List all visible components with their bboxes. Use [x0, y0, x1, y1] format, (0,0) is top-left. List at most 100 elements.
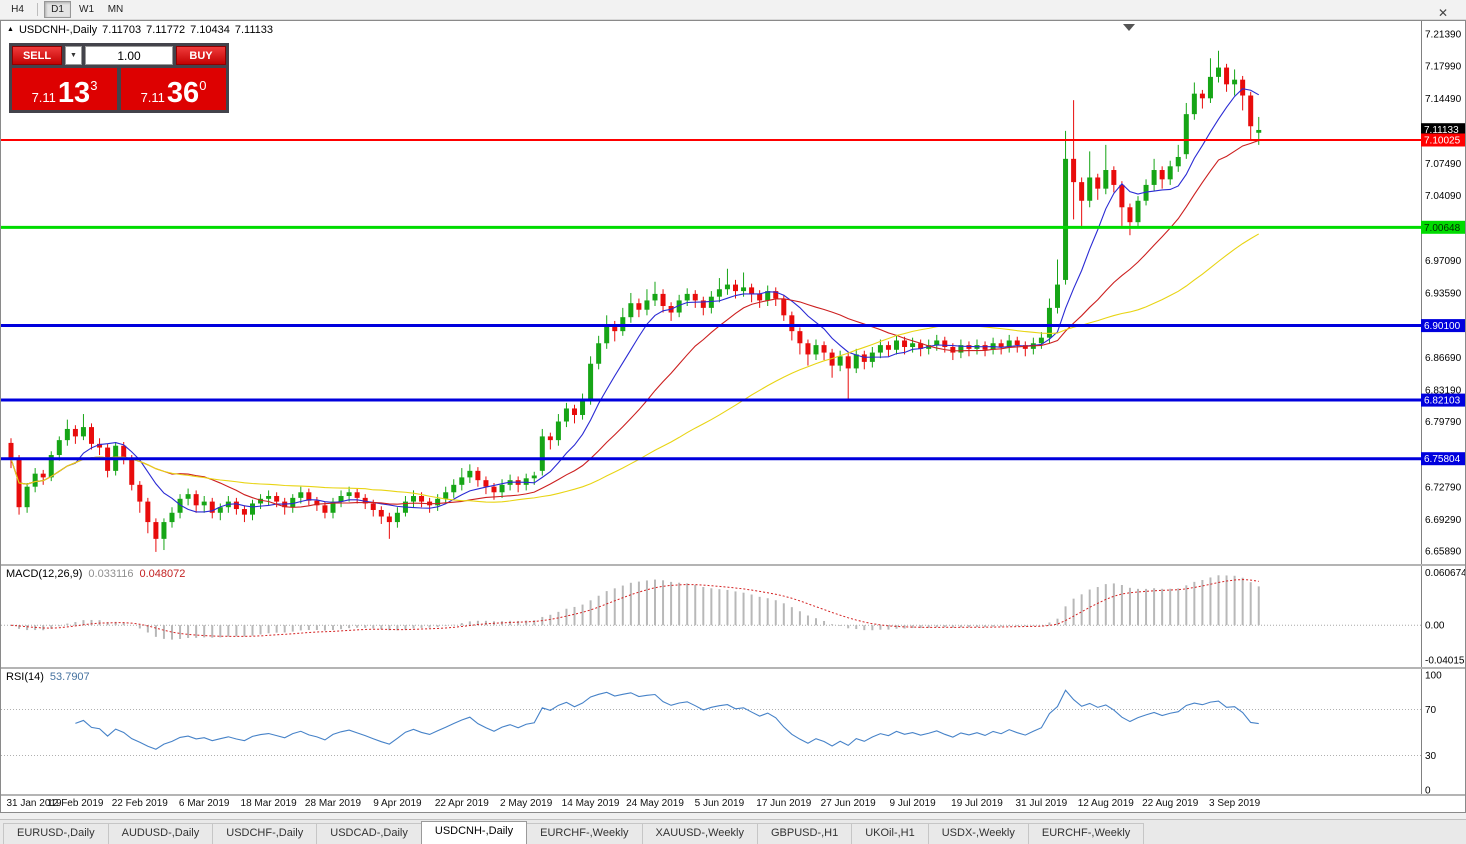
svg-text:0.060674: 0.060674: [1425, 568, 1465, 579]
timeframe-button-d1[interactable]: D1: [44, 1, 71, 18]
svg-text:7.11133: 7.11133: [1424, 125, 1459, 136]
bid-point: 3: [90, 78, 98, 93]
date-label: 9 Jul 2019: [889, 798, 936, 809]
date-label: 22 Feb 2019: [111, 798, 168, 809]
price-chart-canvas[interactable]: 7.21390 7.17990 7.14490 7.07490 7.04090 6.970…: [1, 21, 1465, 564]
svg-text:6.86690: 6.86690: [1425, 353, 1462, 364]
chart-tab-eurchf-weekly[interactable]: EURCHF-,Weekly: [526, 823, 643, 844]
svg-text:6.79790: 6.79790: [1425, 417, 1462, 428]
date-label: 12 Feb 2019: [47, 798, 104, 809]
price-axis-labels: 7.21390 7.17990 7.14490 7.07490 7.04090 6.970…: [1425, 30, 1462, 558]
date-axis[interactable]: 31 Jan 2019 12 Feb 2019 22 Feb 2019 6 Mar 2…: [1, 794, 1465, 812]
date-label: 31 Jan 2019: [6, 798, 62, 809]
date-label: 17 Jun 2019: [756, 798, 812, 809]
svg-text:6.93590: 6.93590: [1425, 289, 1462, 300]
buy-button[interactable]: BUY: [176, 46, 226, 65]
date-label: 27 Jun 2019: [820, 798, 876, 809]
toolbar-separator: [37, 3, 38, 16]
svg-text:0.00: 0.00: [1425, 621, 1445, 632]
svg-text:70: 70: [1425, 705, 1437, 716]
collapse-arrow-icon[interactable]: ▲: [7, 26, 14, 33]
chart-tab-audusd-daily[interactable]: AUDUSD-,Daily: [107, 823, 214, 844]
svg-text:6.82103: 6.82103: [1424, 396, 1461, 407]
ask-pips: 36: [166, 77, 200, 110]
ohlc-low: 7.10434: [190, 24, 230, 36]
date-label: 28 Mar 2019: [304, 798, 362, 809]
bid-price-button[interactable]: 7.11 13 3: [12, 68, 117, 110]
chart-tab-ukoil-h1[interactable]: UKOil-,H1: [851, 823, 929, 844]
chart-tab-usdcnh-daily[interactable]: USDCNH-,Daily: [420, 821, 528, 844]
bid-ask-row: 7.11 13 3 7.11 36 0: [12, 68, 226, 110]
chart-window: 7.21390 7.17990 7.14490 7.07490 7.04090 6.970…: [0, 20, 1466, 813]
date-label: 3 Sep 2019: [1209, 798, 1261, 809]
svg-text:6.72790: 6.72790: [1425, 482, 1462, 493]
svg-text:0: 0: [1425, 786, 1431, 795]
moving-averages-layer: [10, 88, 1260, 513]
date-label: 19 Jul 2019: [951, 798, 1003, 809]
ohlc-open: 7.11703: [102, 24, 142, 36]
date-label: 22 Apr 2019: [434, 798, 489, 809]
svg-text:6.75804: 6.75804: [1424, 454, 1461, 465]
ask-price-button[interactable]: 7.11 36 0: [121, 68, 226, 110]
chart-tab-eurusd-daily[interactable]: EURUSD-,Daily: [3, 823, 109, 844]
svg-text:-0.040152: -0.040152: [1425, 656, 1465, 667]
svg-text:6.97090: 6.97090: [1425, 256, 1462, 267]
macd-axis-labels: 0.060674 0.00 -0.040152: [1425, 568, 1465, 667]
timeframe-toolbar: H4 D1 W1 MN: [0, 0, 1466, 20]
rsi-axis-labels: 100 70 30 0: [1425, 671, 1442, 795]
svg-text:6.83190: 6.83190: [1425, 385, 1462, 396]
chart-tab-usdx-weekly[interactable]: USDX-,Weekly: [927, 823, 1029, 844]
ask-point: 0: [199, 78, 207, 93]
chart-title: ▲ USDCNH-,Daily 7.11703 7.11772 7.10434 …: [7, 24, 273, 36]
macd-pane: 0.060674 0.00 -0.040152 MACD(12,26,9) 0.03…: [1, 564, 1465, 667]
timeframe-button-group: H4 D1 W1 MN: [4, 1, 129, 18]
timeframe-button-w1[interactable]: W1: [73, 1, 100, 18]
macd-signal-value: 0.048072: [139, 568, 186, 580]
rsi-line: [75, 689, 1259, 750]
volume-dropdown-icon[interactable]: ▼: [65, 46, 82, 65]
date-label: 2 May 2019: [500, 798, 553, 809]
macd-label: MACD(12,26,9): [6, 568, 83, 580]
chart-symbol-label: USDCNH-,Daily: [18, 24, 98, 36]
chart-tab-eurchf-weekly[interactable]: EURCHF-,Weekly: [1027, 823, 1145, 844]
rsi-value: 53.7907: [49, 671, 90, 683]
svg-text:100: 100: [1425, 671, 1442, 682]
ohlc-close: 7.11133: [234, 24, 273, 36]
chart-tab-usdchf-daily[interactable]: USDCHF-,Daily: [212, 823, 318, 844]
date-label: 18 Mar 2019: [240, 798, 297, 809]
chart-tab-bar: EURUSD-,Daily AUDUSD-,Daily USDCHF-,Daily U…: [0, 819, 1466, 844]
chart-tab-gbpusd-h1[interactable]: GBPUSD-,H1: [756, 823, 853, 844]
rsi-chart-canvas[interactable]: 100 70 30 0: [1, 669, 1465, 794]
svg-text:6.69290: 6.69290: [1425, 515, 1462, 526]
date-label: 5 Jun 2019: [694, 798, 745, 809]
sell-button[interactable]: SELL: [12, 46, 62, 65]
svg-text:7.17990: 7.17990: [1425, 61, 1462, 72]
svg-text:7.04090: 7.04090: [1425, 191, 1462, 202]
date-label: 6 Mar 2019: [178, 798, 230, 809]
candles-layer: [8, 50, 1262, 552]
svg-text:30: 30: [1425, 751, 1437, 762]
trade-controls-row: SELL ▼ BUY: [12, 46, 226, 65]
bid-prefix: 7.11: [31, 90, 56, 105]
svg-text:7.07490: 7.07490: [1425, 159, 1462, 170]
rsi-pane: 100 70 30 0 RSI(14) 53.7907: [1, 667, 1465, 794]
bid-pips: 13: [57, 77, 91, 110]
timeframe-button-mn[interactable]: MN: [102, 1, 129, 18]
volume-input[interactable]: [85, 46, 173, 65]
svg-text:7.21390: 7.21390: [1425, 30, 1462, 41]
close-icon[interactable]: ✕: [1437, 6, 1448, 20]
macd-signal-line: [10, 579, 1259, 637]
chart-shift-marker: [1123, 24, 1135, 31]
svg-text:7.10025: 7.10025: [1424, 136, 1461, 147]
main-chart-pane: 7.21390 7.17990 7.14490 7.07490 7.04090 6.970…: [1, 21, 1465, 564]
date-label: 31 Jul 2019: [1015, 798, 1068, 809]
svg-text:6.90100: 6.90100: [1424, 321, 1461, 332]
timeframe-button-h4[interactable]: H4: [4, 1, 31, 18]
macd-chart-canvas[interactable]: 0.060674 0.00 -0.040152: [1, 566, 1465, 667]
chart-tab-usdcad-daily[interactable]: USDCAD-,Daily: [316, 823, 422, 844]
chart-tab-xauusd-weekly[interactable]: XAUUSD-,Weekly: [641, 823, 758, 844]
macd-label-row: MACD(12,26,9) 0.033116 0.048072: [6, 568, 185, 580]
date-label: 9 Apr 2019: [373, 798, 422, 809]
